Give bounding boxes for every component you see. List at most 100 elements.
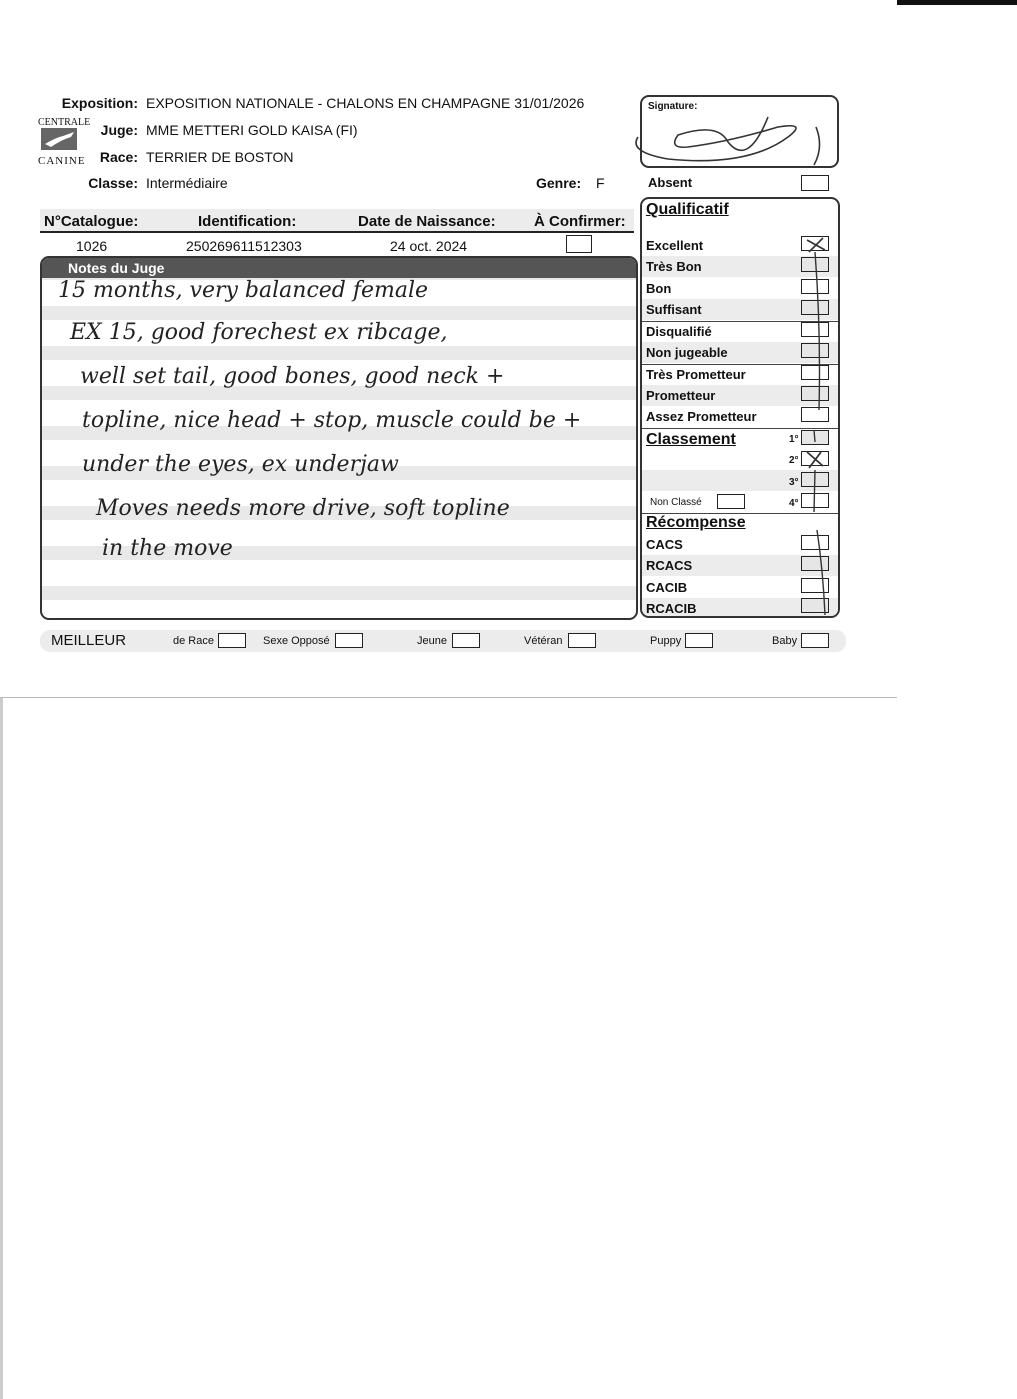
recompense-rcacib[interactable]: RCACIB — [642, 598, 838, 616]
qualificatif-non-jugeable[interactable]: Non jugeable — [642, 342, 838, 363]
meilleur-baby-checkbox[interactable] — [801, 633, 829, 648]
note-line: well set tail, good bones, good neck + — [80, 364, 505, 389]
classement-title: Classement — [646, 431, 736, 448]
meilleur-sexe-oppose-label: Sexe Opposé — [263, 635, 330, 647]
non-jugeable-checkbox[interactable] — [801, 343, 829, 358]
signature-label: Signature: — [648, 101, 698, 112]
signature-box[interactable]: Signature: — [635, 95, 839, 168]
date-naissance-value: 24 oct. 2024 — [390, 238, 468, 254]
meilleur-de-race-label: de Race — [173, 635, 214, 647]
meilleur-sexe-oppose-checkbox[interactable] — [335, 633, 363, 648]
qualificatif-bon[interactable]: Bon — [642, 278, 838, 299]
scan-edge — [897, 0, 1017, 5]
genre-label: Genre: — [536, 175, 582, 191]
label: RCACIB — [646, 601, 697, 616]
qualificatif-disqualifie[interactable]: Disqualifié — [642, 321, 838, 342]
check-mark-place-2 — [806, 451, 824, 469]
note-line: in the move — [102, 536, 233, 561]
place-4-label: 4° — [789, 498, 799, 509]
meilleur-title: MEILLEUR — [51, 632, 127, 649]
strike-line — [813, 469, 816, 513]
non-classe-label: Non Classé — [650, 497, 702, 508]
label: CACIB — [646, 580, 688, 595]
divider — [642, 321, 838, 322]
race-value: TERRIER DE BOSTON — [146, 149, 294, 165]
exposition-label: Exposition: — [61, 95, 138, 111]
signature-scribble — [635, 116, 821, 166]
check-mark-excellent — [806, 237, 826, 253]
classe-label: Classe: — [88, 175, 138, 191]
col-identification: Identification: — [198, 213, 297, 230]
meilleur-puppy-label: Puppy — [650, 635, 682, 647]
meilleur-jeune-checkbox[interactable] — [452, 633, 480, 648]
logo-centrale-canine: CENTRALE CANINE — [38, 117, 94, 169]
meilleur-baby-label: Baby — [772, 635, 798, 647]
cacib-checkbox[interactable] — [801, 578, 829, 593]
notes-title: Notes du Juge — [42, 258, 636, 278]
col-catalogue: N°Catalogue: — [44, 213, 139, 230]
label: Excellent — [646, 238, 704, 253]
label: CACS — [646, 537, 683, 552]
exposition-value: EXPOSITION NATIONALE - CHALONS EN CHAMPA… — [146, 95, 585, 111]
note-line: Moves needs more drive, soft topline — [96, 496, 510, 521]
qualificatif-excellent[interactable]: Excellent — [642, 235, 838, 256]
recompense-cacib[interactable]: CACIB — [642, 577, 838, 598]
a-confirmer-checkbox[interactable] — [566, 235, 592, 253]
label: Très Prometteur — [646, 367, 746, 382]
qualificatif-assez-prometteur[interactable]: Assez Prometteur — [642, 406, 838, 427]
table-header — [40, 209, 634, 233]
rcacib-checkbox[interactable] — [801, 598, 829, 613]
qualificatif-suffisant[interactable]: Suffisant — [642, 299, 838, 320]
catalogue-value: 1026 — [76, 238, 108, 254]
suffisant-checkbox[interactable] — [801, 300, 829, 315]
prometteur-checkbox[interactable] — [801, 386, 829, 401]
col-date-naissance: Date de Naissance: — [358, 213, 496, 230]
place-3-label: 3° — [789, 477, 799, 488]
meilleur-de-race-checkbox[interactable] — [218, 633, 246, 648]
meilleur-veteran-checkbox[interactable] — [568, 633, 596, 648]
label: Disqualifié — [646, 324, 712, 339]
strike-line — [813, 429, 816, 443]
recompense-rcacs[interactable]: RCACS — [642, 555, 838, 576]
scan-edge-left — [0, 698, 3, 1399]
juge-value: MME METTERI GOLD KAISA (FI) — [146, 122, 358, 138]
qualificatif-prometteur[interactable]: Prometteur — [642, 385, 838, 406]
notes-du-juge: Notes du Juge 15 months, very balanced f… — [40, 256, 638, 620]
label: RCACS — [646, 558, 693, 573]
non-classe-checkbox[interactable] — [717, 494, 745, 509]
bon-checkbox[interactable] — [801, 279, 829, 294]
absent-checkbox[interactable] — [801, 175, 829, 191]
dog-logo-icon — [41, 128, 77, 150]
qualificatif-tres-prometteur[interactable]: Très Prometteur — [642, 364, 838, 385]
genre-value: F — [596, 175, 605, 191]
pen-marks — [806, 237, 826, 616]
label: Assez Prometteur — [646, 409, 757, 424]
note-line: under the eyes, ex underjaw — [82, 452, 399, 477]
note-line: EX 15, good forechest ex ribcage, — [70, 320, 448, 345]
label: Bon — [646, 281, 672, 296]
identification-value: 250269611512303 — [186, 238, 302, 254]
meilleur-puppy-checkbox[interactable] — [685, 633, 713, 648]
cacs-checkbox[interactable] — [801, 535, 829, 550]
disqualifie-checkbox[interactable] — [801, 322, 829, 337]
classe-value: Intermédiaire — [146, 175, 228, 191]
qualificatif-tres-bon[interactable]: Très Bon — [642, 256, 838, 277]
juge-label: Juge: — [100, 122, 138, 138]
recompense-cacs[interactable]: CACS — [642, 534, 838, 555]
tres-prometteur-checkbox[interactable] — [801, 365, 829, 380]
note-line: topline, nice head + stop, muscle could … — [82, 408, 582, 433]
strike-line — [814, 251, 821, 411]
paper-edge — [0, 697, 897, 698]
place-2-label: 2° — [789, 455, 799, 466]
meilleur-veteran-label: Vétéran — [524, 635, 563, 647]
label: Non jugeable — [646, 345, 728, 360]
divider — [642, 428, 838, 429]
note-line: 15 months, very balanced female — [58, 278, 429, 303]
assez-prometteur-checkbox[interactable] — [801, 407, 829, 422]
qualificatif-title: Qualificatif — [646, 201, 729, 218]
label: Prometteur — [646, 388, 716, 403]
label: Suffisant — [646, 302, 702, 317]
logo-text-top: CENTRALE — [38, 117, 91, 128]
logo-text-bottom: CANINE — [38, 155, 86, 167]
meilleur-bar: MEILLEUR de Race Sexe Opposé Jeune Vétér… — [40, 630, 846, 652]
